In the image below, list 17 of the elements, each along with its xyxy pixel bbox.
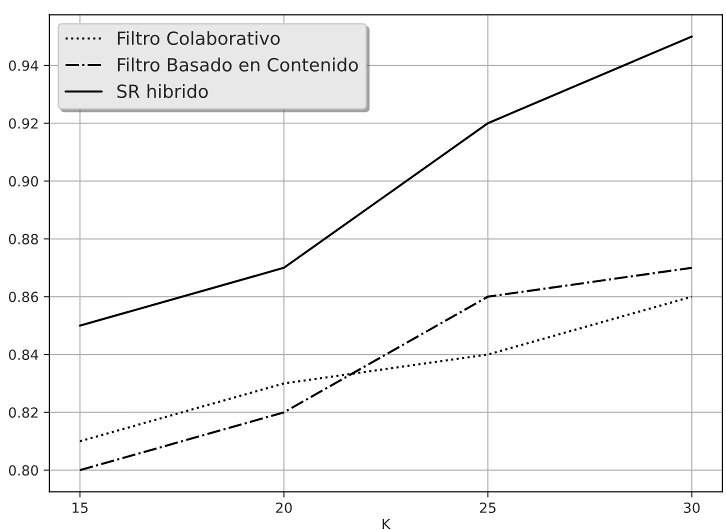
line-series — [78, 266, 693, 472]
x-tick-label: 15 — [72, 502, 88, 514]
legend-label: SR hibrido — [117, 84, 208, 98]
y-tick-label: 0.84 — [8, 349, 38, 360]
x-tick-label: 20 — [276, 502, 292, 514]
y-tick-label: 0.88 — [8, 234, 38, 244]
y-tick-label: 0.94 — [8, 60, 38, 71]
y-tick-label: 0.92 — [8, 118, 38, 129]
legend-label: Filtro Colaborativo — [118, 31, 280, 46]
x-axis-title: K — [382, 518, 391, 530]
y-tick-label: 0.82 — [8, 407, 38, 418]
legend-label: Filtro Basado en Contenido — [118, 58, 358, 72]
y-tick-label: 0.86 — [8, 292, 38, 302]
x-tick-label: 30 — [684, 502, 700, 514]
x-tick-label: 25 — [480, 502, 496, 514]
y-tick-label: 0.80 — [8, 465, 38, 476]
y-tick-label: 0.90 — [8, 176, 38, 187]
